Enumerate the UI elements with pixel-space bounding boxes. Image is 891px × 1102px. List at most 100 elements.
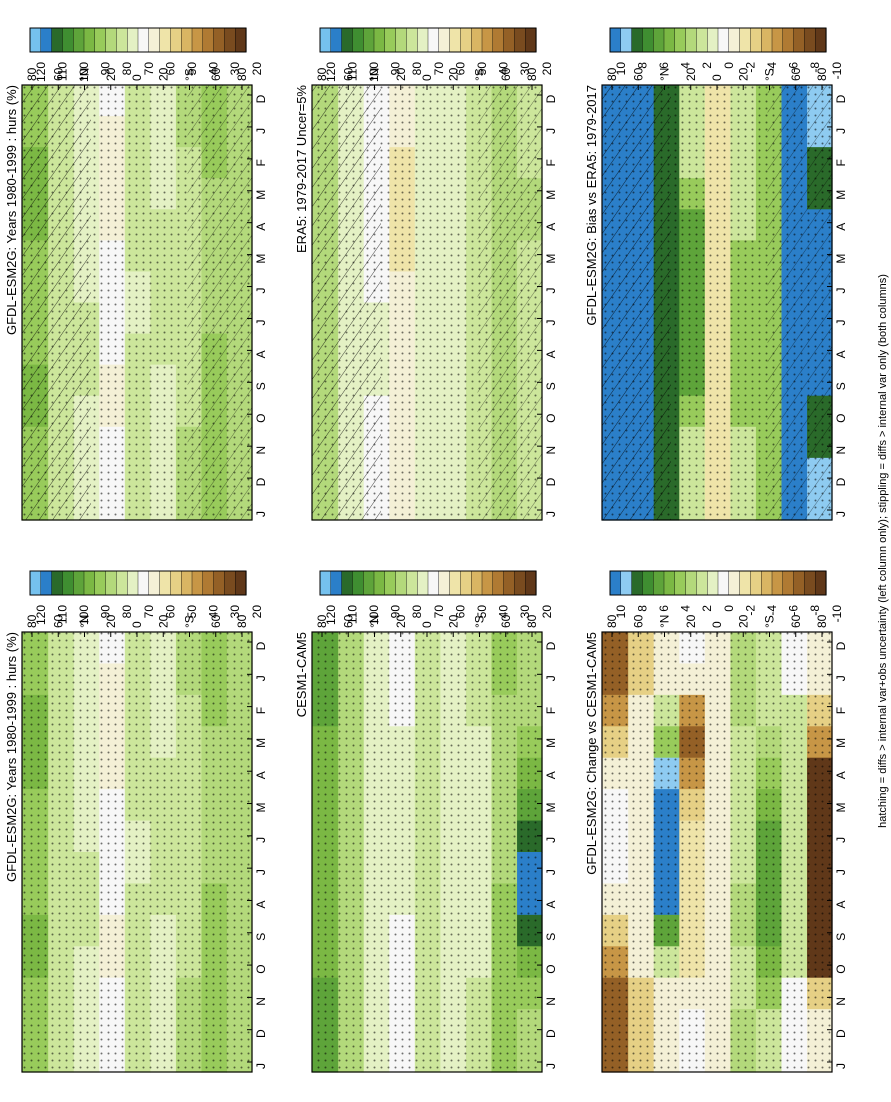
- colorbar-label: -10: [830, 605, 844, 623]
- month-tick-label: N: [254, 997, 268, 1006]
- month-tick-label: J: [254, 128, 268, 134]
- colorbar-swatch: [761, 571, 772, 595]
- colorbar-swatch: [30, 571, 41, 595]
- colorbar-swatch: [428, 28, 439, 52]
- colorbar-label: 100: [77, 605, 91, 625]
- lat-tick-label: °N: [658, 615, 672, 628]
- colorbar-swatch: [450, 28, 461, 52]
- month-tick-label: O: [544, 964, 558, 973]
- colorbar-swatch: [214, 571, 225, 595]
- colorbar-swatch: [385, 571, 396, 595]
- month-tick-label: J: [544, 1063, 558, 1069]
- month-tick-label: S: [254, 933, 268, 941]
- colorbar-label: 4: [679, 62, 693, 69]
- colorbar-swatch: [664, 28, 675, 52]
- colorbar-swatch: [406, 28, 417, 52]
- colorbar-swatch: [740, 571, 751, 595]
- colorbar-swatch: [95, 28, 106, 52]
- lat-tick-label: °S: [763, 615, 777, 628]
- colorbar-swatch: [815, 571, 826, 595]
- hatching-overlay-south: [478, 85, 542, 520]
- month-tick-label: M: [544, 738, 558, 748]
- colorbar-swatch: [406, 571, 417, 595]
- colorbar-swatch: [525, 28, 536, 52]
- colorbar-label: 40: [497, 605, 511, 619]
- colorbar-label: 110: [345, 605, 359, 624]
- month-tick-label: M: [254, 190, 268, 200]
- colorbar-swatch: [363, 571, 374, 595]
- colorbar-swatch: [214, 28, 225, 52]
- panel-cesm: 8060°N20020°S6080DJFMAMJJASONDJCESM1-CAM…: [294, 571, 558, 1073]
- colorbar-swatch: [149, 571, 160, 595]
- colorbar-swatch: [772, 28, 783, 52]
- colorbar-label: 30: [228, 62, 242, 76]
- month-tick-label: A: [254, 223, 268, 231]
- colorbar-label: 4: [679, 605, 693, 612]
- month-tick-label: J: [254, 675, 268, 681]
- month-tick-label: S: [834, 933, 848, 941]
- month-tick-label: D: [544, 1029, 558, 1038]
- colorbar-label: 70: [142, 62, 156, 76]
- colorbar-swatch: [73, 28, 84, 52]
- colorbar-label: 110: [345, 62, 359, 81]
- colorbar-swatch: [460, 28, 471, 52]
- month-tick-label: M: [254, 254, 268, 264]
- month-tick-label: A: [834, 223, 848, 231]
- colorbar-swatch: [493, 28, 504, 52]
- colorbar-swatch: [504, 28, 515, 52]
- month-tick-label: O: [834, 964, 848, 973]
- month-tick-label: J: [834, 675, 848, 681]
- colorbar-label: 70: [432, 62, 446, 76]
- colorbar-swatch: [653, 571, 664, 595]
- colorbar-label: 120: [324, 62, 338, 82]
- colorbar-label: 2: [700, 605, 714, 612]
- month-tick-label: J: [834, 128, 848, 134]
- colorbar-swatch: [482, 571, 493, 595]
- colorbar-label: 30: [518, 62, 532, 76]
- colorbar-swatch: [696, 571, 707, 595]
- month-tick-label: D: [544, 94, 558, 103]
- colorbar-swatch: [30, 28, 41, 52]
- colorbar-swatch: [675, 28, 686, 52]
- colorbar-swatch: [41, 28, 52, 52]
- month-tick-label: A: [544, 223, 558, 231]
- colorbar-swatch: [138, 571, 149, 595]
- month-tick-label: D: [834, 641, 848, 650]
- colorbar-swatch: [52, 571, 63, 595]
- month-tick-label: N: [254, 446, 268, 455]
- colorbar-swatch: [632, 571, 643, 595]
- panel-title: GFDL-ESM2G: Change vs CESM1-CAM5: [584, 632, 599, 875]
- hatching-overlay-south: [768, 85, 832, 520]
- month-tick-label: S: [254, 382, 268, 390]
- colorbar-label: 8: [635, 62, 649, 69]
- colorbar-label: 70: [432, 605, 446, 619]
- colorbar-label: 40: [497, 62, 511, 76]
- colorbar-swatch: [95, 571, 106, 595]
- month-tick-label: M: [254, 738, 268, 748]
- colorbar-swatch: [181, 28, 192, 52]
- colorbar-swatch: [224, 28, 235, 52]
- colorbar-swatch: [493, 571, 504, 595]
- month-tick-label: J: [834, 511, 848, 517]
- month-tick-label: F: [834, 159, 848, 166]
- month-tick-label: J: [834, 319, 848, 325]
- colorbar-swatch: [740, 28, 751, 52]
- hatching-overlay-north: [312, 85, 381, 520]
- lat-tick-label: 0: [130, 621, 144, 628]
- month-tick-label: N: [834, 997, 848, 1006]
- colorbar-label: -6: [787, 62, 801, 73]
- month-tick-label: M: [544, 254, 558, 264]
- month-tick-label: O: [254, 964, 268, 973]
- colorbar-swatch: [320, 28, 331, 52]
- colorbar-swatch: [342, 28, 353, 52]
- colorbar-swatch: [352, 28, 363, 52]
- colorbar-swatch: [41, 571, 52, 595]
- month-tick-label: O: [254, 414, 268, 423]
- panel-model-right: 8060°N20020°S6080DJFMAMJJASONDJGFDL-ESM2…: [4, 571, 268, 1073]
- colorbar-swatch: [160, 28, 171, 52]
- colorbar-label: -8: [808, 605, 822, 616]
- month-tick-label: F: [544, 707, 558, 714]
- colorbar-label: 10: [614, 62, 628, 76]
- lat-tick-label: 0: [420, 621, 434, 628]
- lat-tick-label: 20: [684, 614, 698, 628]
